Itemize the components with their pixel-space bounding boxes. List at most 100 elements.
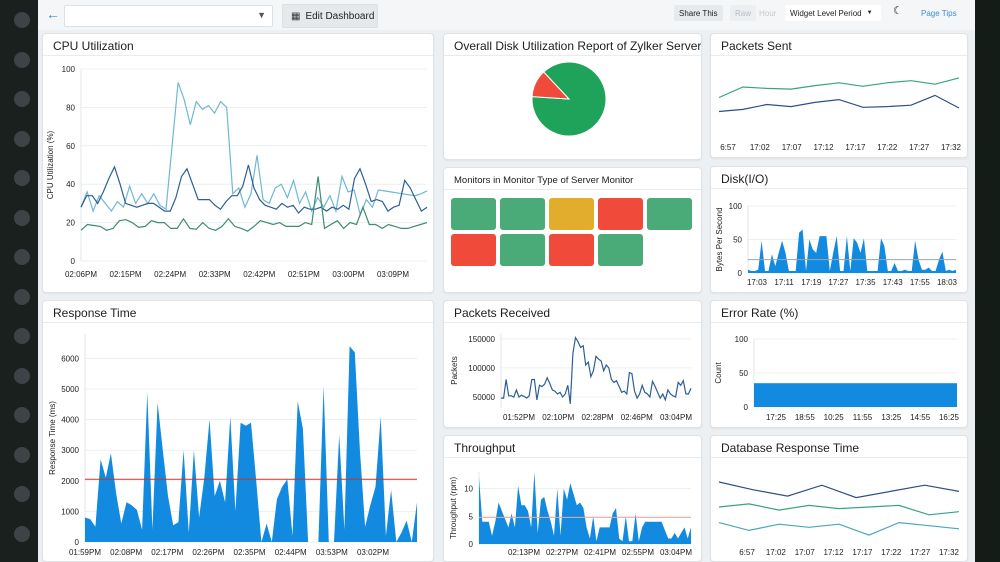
x-tick-label: 17:02	[766, 548, 787, 557]
y-tick-label: 0	[71, 257, 76, 266]
y-axis-label: Bytes Per Second	[715, 207, 724, 271]
y-tick-label: 0	[744, 403, 749, 412]
sidebar-nav-icon[interactable]	[14, 12, 30, 28]
x-tick-label: 02:44PM	[275, 548, 307, 557]
widget-title: Overall Disk Utilization Report of Zylke…	[444, 34, 701, 56]
y-tick-label: 5	[469, 512, 474, 521]
x-tick-label: 01:59PM	[69, 548, 101, 557]
x-tick-label: 17:12	[814, 143, 835, 152]
x-tick-label: 03:04PM	[660, 413, 692, 422]
y-tick-label: 50000	[473, 393, 496, 402]
x-tick-label: 17:22	[881, 548, 902, 557]
sidebar-nav-icon[interactable]	[14, 446, 30, 463]
x-tick-label: 17:17	[845, 143, 866, 152]
x-tick-label: 6:57	[739, 548, 755, 557]
x-tick-label: 17:27	[828, 278, 849, 287]
moon-icon[interactable]: ☾	[893, 5, 903, 17]
x-tick-label: 02:24PM	[154, 270, 186, 279]
y-tick-label: 60	[66, 142, 75, 151]
y-tick-label: 100	[735, 335, 749, 344]
monitor-status-tile[interactable]	[598, 234, 643, 266]
x-tick-label: 02:27PM	[546, 548, 578, 557]
x-tick-label: 02:51PM	[288, 270, 320, 279]
sidebar-nav-icon[interactable]	[14, 130, 30, 147]
x-tick-label: 17:32	[941, 143, 962, 152]
sidebar-nav-icon[interactable]	[14, 367, 30, 384]
page-tips-link[interactable]: Page Tips	[921, 8, 957, 18]
grid-icon: ▦	[291, 10, 301, 22]
period-select[interactable]: Widget Level Period ▼	[785, 5, 881, 21]
toolbar: ← ▼ ▦ Edit Dashboard Share This Raw Hour …	[38, 0, 975, 30]
edit-dashboard-button[interactable]: ▦ Edit Dashboard	[282, 4, 378, 28]
packets-received-widget: Packets Received 50000 100000 150000 Packets…	[443, 300, 702, 428]
sidebar-nav-icon[interactable]	[14, 91, 30, 107]
dashboard-select[interactable]: ▼	[64, 5, 273, 27]
y-tick-label: 0	[469, 540, 474, 549]
sidebar-nav-icon[interactable]	[14, 209, 30, 226]
sidebar-nav-icon[interactable]	[14, 51, 30, 68]
arrow-left-icon[interactable]: ←	[46, 6, 60, 22]
widget-title: Packets Sent	[711, 34, 967, 56]
x-tick-label: 02:08PM	[110, 548, 142, 557]
sidebar-nav-icon[interactable]	[14, 407, 30, 423]
y-tick-label: 2000	[61, 477, 79, 486]
monitor-status-tile[interactable]	[500, 198, 545, 230]
x-tick-label: 18:55	[795, 413, 816, 422]
disk-io-widget: Disk(I/O) 0 50 100 Bytes Per Second 17:03 17:1…	[710, 166, 968, 293]
line-series	[718, 77, 960, 99]
x-tick-label: 16:25	[939, 413, 960, 422]
y-tick-label: 3000	[61, 446, 79, 455]
x-tick-label: 17:43	[883, 278, 904, 287]
y-tick-label: 150000	[468, 335, 495, 344]
y-axis-label: Packets	[450, 356, 459, 384]
sidebar-nav-icon[interactable]	[14, 486, 30, 502]
line-series	[718, 481, 960, 499]
monitor-status-tile[interactable]	[451, 234, 496, 266]
db-response-widget: Database Response Time 6:57 17:02 17:07 17:1…	[710, 435, 968, 562]
cpu-utilization-widget: CPU Utilization 0 20 40 60 80 100 CPU Utilizati…	[42, 33, 434, 293]
raw-button[interactable]: Raw	[730, 5, 757, 21]
area-series	[748, 229, 956, 273]
x-tick-label: 03:04PM	[660, 548, 692, 557]
monitor-status-tile[interactable]	[500, 234, 545, 266]
x-tick-label: 02:33PM	[199, 270, 231, 279]
monitor-status-tile[interactable]	[549, 234, 594, 266]
monitor-status-tile[interactable]	[549, 198, 594, 230]
monitor-status-tile[interactable]	[647, 198, 692, 230]
x-tick-label: 02:42PM	[243, 270, 275, 279]
sidebar-nav-icon[interactable]	[14, 288, 30, 305]
x-tick-label: 17:55	[910, 278, 931, 287]
sidebar-nav-icon[interactable]	[14, 170, 30, 186]
x-tick-label: 17:25	[766, 413, 787, 422]
y-tick-label: 100	[729, 202, 743, 211]
disk-report-widget: Overall Disk Utilization Report of Zylke…	[443, 33, 702, 160]
line-series	[718, 521, 960, 536]
x-tick-label: 02:55PM	[622, 548, 654, 557]
x-tick-label: 03:09PM	[377, 270, 409, 279]
widget-title: Database Response Time	[711, 436, 967, 458]
sidebar-nav-icon[interactable]	[14, 328, 30, 344]
x-tick-label: 17:02	[750, 143, 771, 152]
monitors-widget: Monitors in Monitor Type of Server Monit…	[443, 167, 702, 293]
x-tick-label: 02:15PM	[110, 270, 142, 279]
hour-button[interactable]: Hour	[759, 8, 777, 18]
area-series	[85, 346, 417, 542]
chevron-down-icon: ▼	[866, 10, 873, 16]
monitor-status-tile[interactable]	[451, 198, 496, 230]
monitor-status-tile[interactable]	[598, 198, 643, 230]
pie-slice	[531, 71, 571, 100]
sidebar-nav-icon[interactable]	[14, 525, 30, 542]
sidebar-nav-icon[interactable]	[14, 249, 30, 265]
y-tick-label: 50	[739, 369, 748, 378]
y-tick-label: 40	[66, 180, 75, 189]
x-tick-label: 17:27	[910, 548, 931, 557]
x-tick-label: 03:02PM	[357, 548, 389, 557]
x-tick-label: 17:07	[795, 548, 816, 557]
x-tick-label: 03:00PM	[332, 270, 364, 279]
error-rate-widget: Error Rate (%) 0 50 100 Count 17:25 18:55 10:25…	[710, 300, 968, 428]
line-series	[718, 94, 960, 113]
y-tick-label: 5000	[61, 385, 79, 394]
x-tick-label: 17:03	[747, 278, 768, 287]
share-button[interactable]: Share This	[674, 5, 723, 21]
x-tick-label: 02:06PM	[65, 270, 97, 279]
